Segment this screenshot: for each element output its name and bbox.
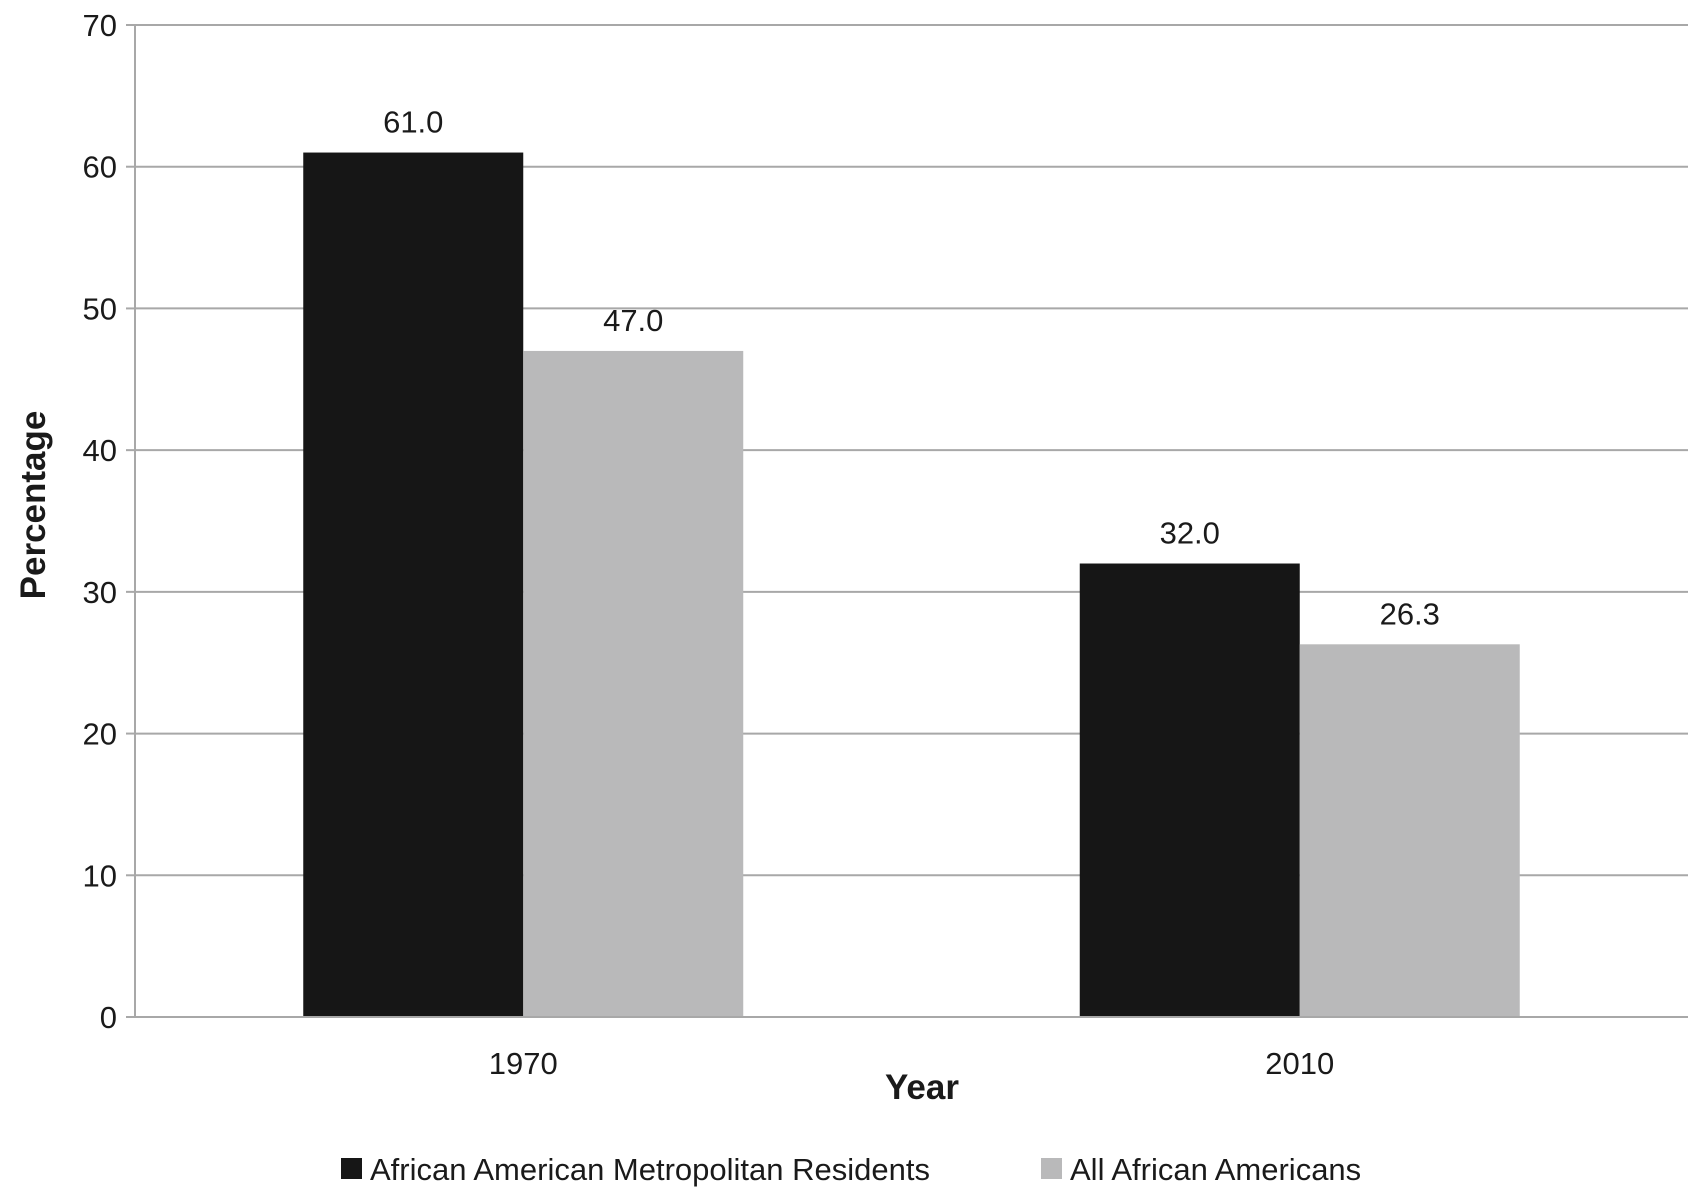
y-tick-label: 50	[83, 291, 117, 326]
data-label: 32.0	[1160, 516, 1220, 551]
y-tick-label: 30	[83, 575, 117, 610]
legend: African American Metropolitan Residents A…	[341, 1152, 1361, 1187]
x-axis-title: Year	[885, 1068, 959, 1107]
y-tick-label: 20	[83, 717, 117, 752]
y-tick-label: 10	[83, 858, 117, 893]
data-label: 26.3	[1380, 596, 1440, 631]
bars	[303, 152, 1520, 1018]
y-tick-labels: 0 10 20 30 40 50 60 70	[83, 8, 117, 1035]
bar	[523, 350, 744, 1017]
data-label: 61.0	[383, 105, 443, 140]
y-tick-label: 60	[83, 150, 117, 185]
legend-swatch	[1041, 1158, 1062, 1179]
y-tick-label: 70	[83, 8, 117, 43]
bar	[1299, 644, 1520, 1017]
y-axis-title: Percentage	[14, 411, 53, 600]
y-tick-label: 0	[100, 1000, 117, 1035]
legend-label: African American Metropolitan Residents	[370, 1152, 930, 1187]
bar	[1079, 563, 1300, 1017]
data-label: 47.0	[603, 303, 663, 338]
bar	[303, 152, 524, 1018]
legend-swatch	[341, 1158, 362, 1179]
x-tick-label: 2010	[1265, 1046, 1334, 1081]
x-tick-labels: 1970 2010	[489, 1046, 1334, 1081]
data-labels: 61.0 47.0 32.0 26.3	[383, 105, 1440, 632]
x-tick-label: 1970	[489, 1046, 558, 1081]
axes	[134, 25, 1688, 1018]
legend-label: All African Americans	[1070, 1152, 1361, 1187]
y-tick-label: 40	[83, 433, 117, 468]
